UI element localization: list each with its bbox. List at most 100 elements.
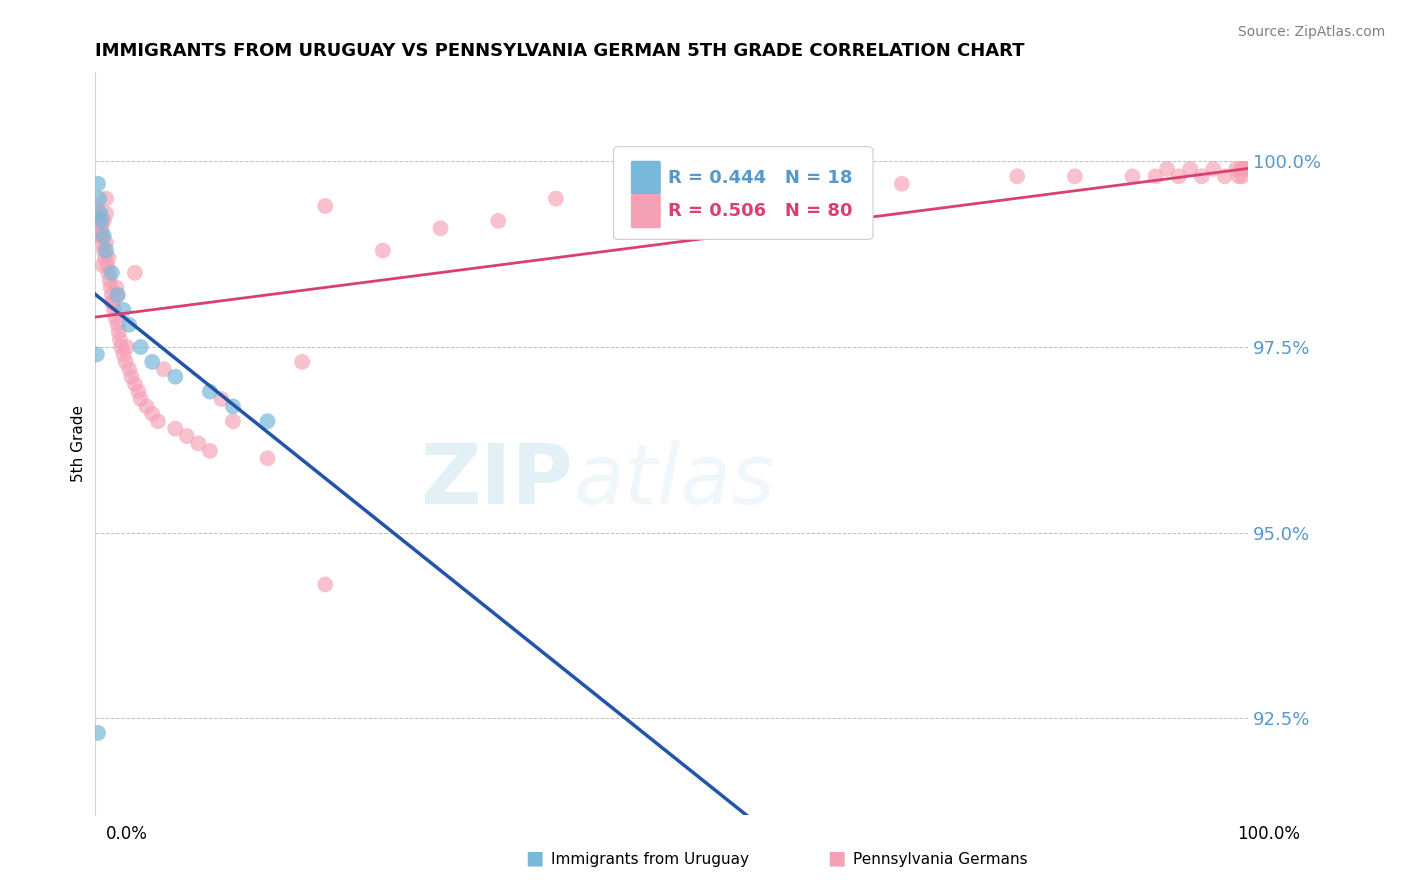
Point [1144,169,1167,184]
Point [1063,169,1085,184]
Point [103,302,125,317]
FancyBboxPatch shape [613,146,873,239]
Point [176,429,198,443]
Point [371,244,394,258]
Point [94,206,117,220]
Point [108,333,131,347]
Point [1178,161,1201,176]
Point [198,444,221,458]
Point [165,422,187,436]
Point [107,288,129,302]
Text: ■: ■ [827,848,846,867]
Point [89,206,111,220]
Point [1191,169,1213,184]
Point [1230,169,1253,184]
Point [87,214,110,228]
FancyBboxPatch shape [631,194,661,228]
Point [775,177,797,191]
Point [118,362,141,376]
Point [94,192,117,206]
Point [112,347,135,361]
Point [89,192,111,206]
Text: 0.0%: 0.0% [105,825,148,843]
Point [87,206,110,220]
Point [105,280,128,294]
Point [141,407,163,421]
Point [101,288,124,302]
Point [87,726,110,740]
Text: Pennsylvania Germans: Pennsylvania Germans [853,852,1028,867]
Point [222,400,245,414]
Point [314,577,336,591]
Point [98,273,121,287]
Point [107,325,129,339]
Point [104,310,127,325]
Point [107,318,129,332]
Point [129,340,152,354]
Point [187,436,209,450]
Point [152,362,174,376]
Point [86,199,108,213]
Text: ZIP: ZIP [420,440,574,521]
Point [429,221,451,235]
Y-axis label: 5th Grade: 5th Grade [72,405,86,482]
Point [1202,161,1225,176]
Text: R = 0.506   N = 80: R = 0.506 N = 80 [668,202,852,220]
Point [1167,169,1189,184]
Text: Immigrants from Uruguay: Immigrants from Uruguay [551,852,749,867]
Text: Source: ZipAtlas.com: Source: ZipAtlas.com [1237,25,1385,39]
Point [100,280,122,294]
Point [96,259,118,273]
Point [101,266,124,280]
Point [86,347,108,361]
Point [124,377,146,392]
Point [89,221,111,235]
Point [87,177,110,191]
Point [93,244,115,258]
Point [124,266,146,280]
Point [1232,161,1254,176]
Point [1005,169,1028,184]
Point [659,184,682,198]
Point [94,244,117,258]
Text: 100.0%: 100.0% [1237,825,1301,843]
Point [97,251,120,265]
Point [1234,161,1257,176]
Point [121,369,143,384]
Point [91,236,114,251]
Point [291,355,314,369]
Point [93,228,115,243]
Text: ■: ■ [524,848,544,867]
Point [91,259,114,273]
Point [89,214,111,228]
Text: atlas: atlas [574,440,775,521]
Point [135,400,157,414]
Point [97,266,120,280]
Point [141,355,163,369]
Point [222,414,245,428]
Point [89,228,111,243]
FancyBboxPatch shape [631,161,661,194]
Point [1225,161,1247,176]
Point [118,318,141,332]
Point [486,214,509,228]
Point [101,295,124,310]
Point [198,384,221,399]
Point [112,302,135,317]
Point [1213,169,1236,184]
Point [256,451,278,466]
Point [1156,161,1178,176]
Text: R = 0.444   N = 18: R = 0.444 N = 18 [668,169,852,186]
Point [165,369,187,384]
Point [101,295,124,310]
Point [94,251,117,265]
Point [127,384,149,399]
Point [89,228,111,243]
Point [1227,169,1250,184]
Point [129,392,152,406]
Point [114,355,136,369]
Point [146,414,169,428]
Point [94,236,117,251]
Point [110,340,132,354]
Point [256,414,278,428]
